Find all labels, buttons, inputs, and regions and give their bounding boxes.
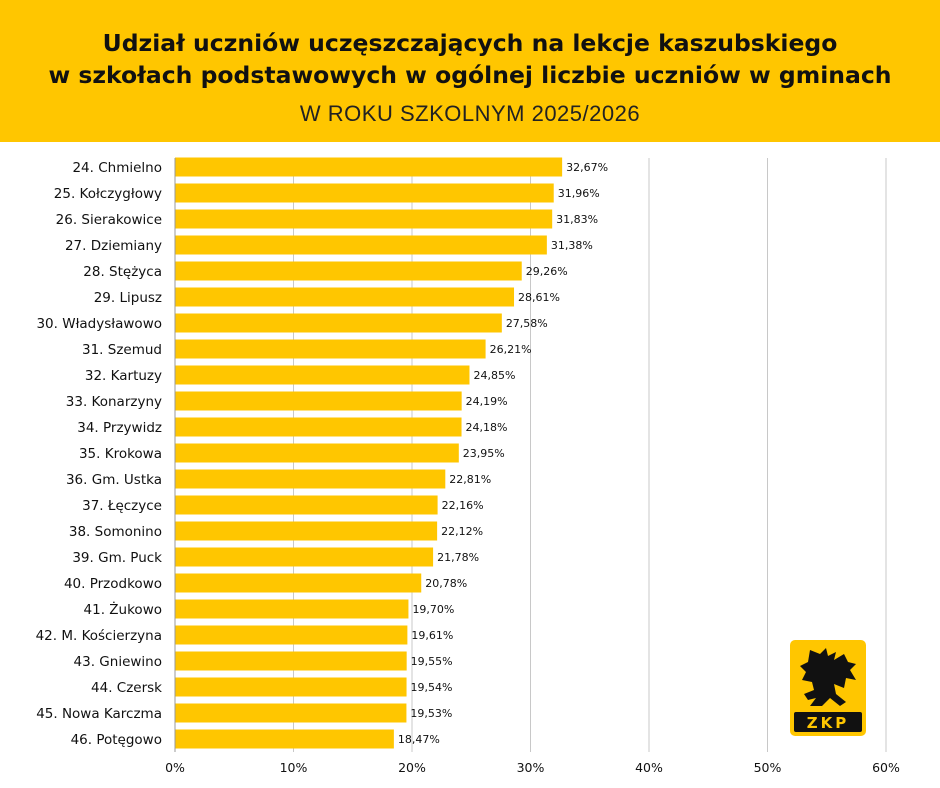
category-label: 33. Konarzyny bbox=[66, 394, 162, 410]
category-label: 38. Somonino bbox=[69, 524, 162, 540]
bar bbox=[175, 209, 553, 229]
category-label: 29. Lipusz bbox=[94, 290, 162, 306]
category-label: 36. Gm. Ustka bbox=[66, 472, 162, 488]
data-label: 32,67% bbox=[566, 161, 608, 174]
logo-text: ZKP bbox=[807, 714, 850, 732]
category-label: 42. M. Kościerzyna bbox=[36, 628, 162, 644]
category-label: 28. Stężyca bbox=[83, 264, 162, 280]
chart-title-line-1: Udział uczniów uczęszczających na lekcje… bbox=[102, 29, 838, 57]
category-label: 44. Czersk bbox=[91, 680, 162, 696]
data-label: 19,54% bbox=[411, 681, 453, 694]
griffin-icon bbox=[800, 648, 856, 706]
data-label: 27,58% bbox=[506, 317, 548, 330]
data-label: 31,83% bbox=[556, 213, 598, 226]
data-label: 22,81% bbox=[449, 473, 491, 486]
category-label: 30. Władysławowo bbox=[36, 316, 162, 332]
category-label: 46. Potęgowo bbox=[71, 732, 162, 748]
bar bbox=[175, 547, 434, 567]
bar bbox=[175, 599, 409, 619]
data-label: 26,21% bbox=[490, 343, 532, 356]
bar bbox=[175, 443, 459, 463]
bar bbox=[175, 365, 470, 385]
x-tick-label: 60% bbox=[872, 760, 900, 775]
category-label: 24. Chmielno bbox=[72, 160, 162, 176]
category-label: 39. Gm. Puck bbox=[72, 550, 162, 566]
bar bbox=[175, 729, 394, 749]
data-label: 18,47% bbox=[398, 733, 440, 746]
category-label: 40. Przodkowo bbox=[64, 576, 162, 592]
bar bbox=[175, 235, 547, 255]
bar bbox=[175, 183, 554, 203]
bar bbox=[175, 573, 422, 593]
x-tick-label: 50% bbox=[754, 760, 782, 775]
data-label: 19,55% bbox=[411, 655, 453, 668]
data-label: 24,85% bbox=[473, 369, 515, 382]
data-label: 28,61% bbox=[518, 291, 560, 304]
data-label: 23,95% bbox=[463, 447, 505, 460]
category-label: 41. Żukowo bbox=[84, 600, 162, 618]
data-label: 31,38% bbox=[551, 239, 593, 252]
bar bbox=[175, 521, 438, 541]
bar bbox=[175, 339, 486, 359]
x-tick-label: 0% bbox=[165, 760, 185, 775]
logo-text-band bbox=[794, 712, 862, 732]
category-label: 45. Nowa Karczma bbox=[36, 706, 162, 722]
chart-subtitle: W ROKU SZKOLNYM 2025/2026 bbox=[299, 101, 641, 126]
zkp-logo: ZKP bbox=[790, 640, 866, 736]
data-label: 21,78% bbox=[437, 551, 479, 564]
data-label: 24,19% bbox=[466, 395, 508, 408]
x-tick-label: 20% bbox=[398, 760, 426, 775]
x-tick-label: 10% bbox=[280, 760, 308, 775]
category-label: 31. Szemud bbox=[82, 342, 162, 358]
data-label: 31,96% bbox=[558, 187, 600, 200]
data-label: 19,53% bbox=[410, 707, 452, 720]
bar bbox=[175, 651, 407, 671]
bar bbox=[175, 157, 563, 177]
category-label: 25. Kołczygłowy bbox=[54, 186, 162, 202]
data-label: 22,12% bbox=[441, 525, 483, 538]
data-label: 20,78% bbox=[425, 577, 467, 590]
bar bbox=[175, 261, 522, 281]
bar bbox=[175, 391, 462, 411]
category-label: 26. Sierakowice bbox=[56, 212, 162, 228]
bar bbox=[175, 313, 502, 333]
category-label: 35. Krokowa bbox=[79, 446, 162, 462]
category-label: 43. Gniewino bbox=[74, 654, 162, 670]
bar-chart: 0% 10% 20% 30% 40% 50% 60% 24. Chmielno 32,67% 25… bbox=[36, 157, 900, 775]
bar bbox=[175, 703, 407, 723]
chart-title-line-2: w szkołach podstawowych w ogólnej liczbi… bbox=[48, 61, 892, 89]
bar bbox=[175, 469, 446, 489]
category-label: 27. Dziemiany bbox=[65, 238, 162, 254]
data-label: 24,18% bbox=[466, 421, 508, 434]
x-tick-label: 40% bbox=[635, 760, 663, 775]
data-label: 19,61% bbox=[411, 629, 453, 642]
bar bbox=[175, 625, 408, 645]
bar bbox=[175, 287, 515, 307]
category-label: 34. Przywidz bbox=[77, 420, 162, 436]
category-label: 37. Łęczyce bbox=[82, 498, 162, 514]
data-label: 29,26% bbox=[526, 265, 568, 278]
header: Udział uczniów uczęszczających na lekcje… bbox=[0, 0, 940, 142]
data-label: 22,16% bbox=[442, 499, 484, 512]
bar bbox=[175, 495, 438, 515]
x-tick-label: 30% bbox=[517, 760, 545, 775]
bar bbox=[175, 677, 407, 697]
bar bbox=[175, 417, 462, 437]
data-label: 19,70% bbox=[412, 603, 454, 616]
category-label: 32. Kartuzy bbox=[85, 368, 162, 384]
